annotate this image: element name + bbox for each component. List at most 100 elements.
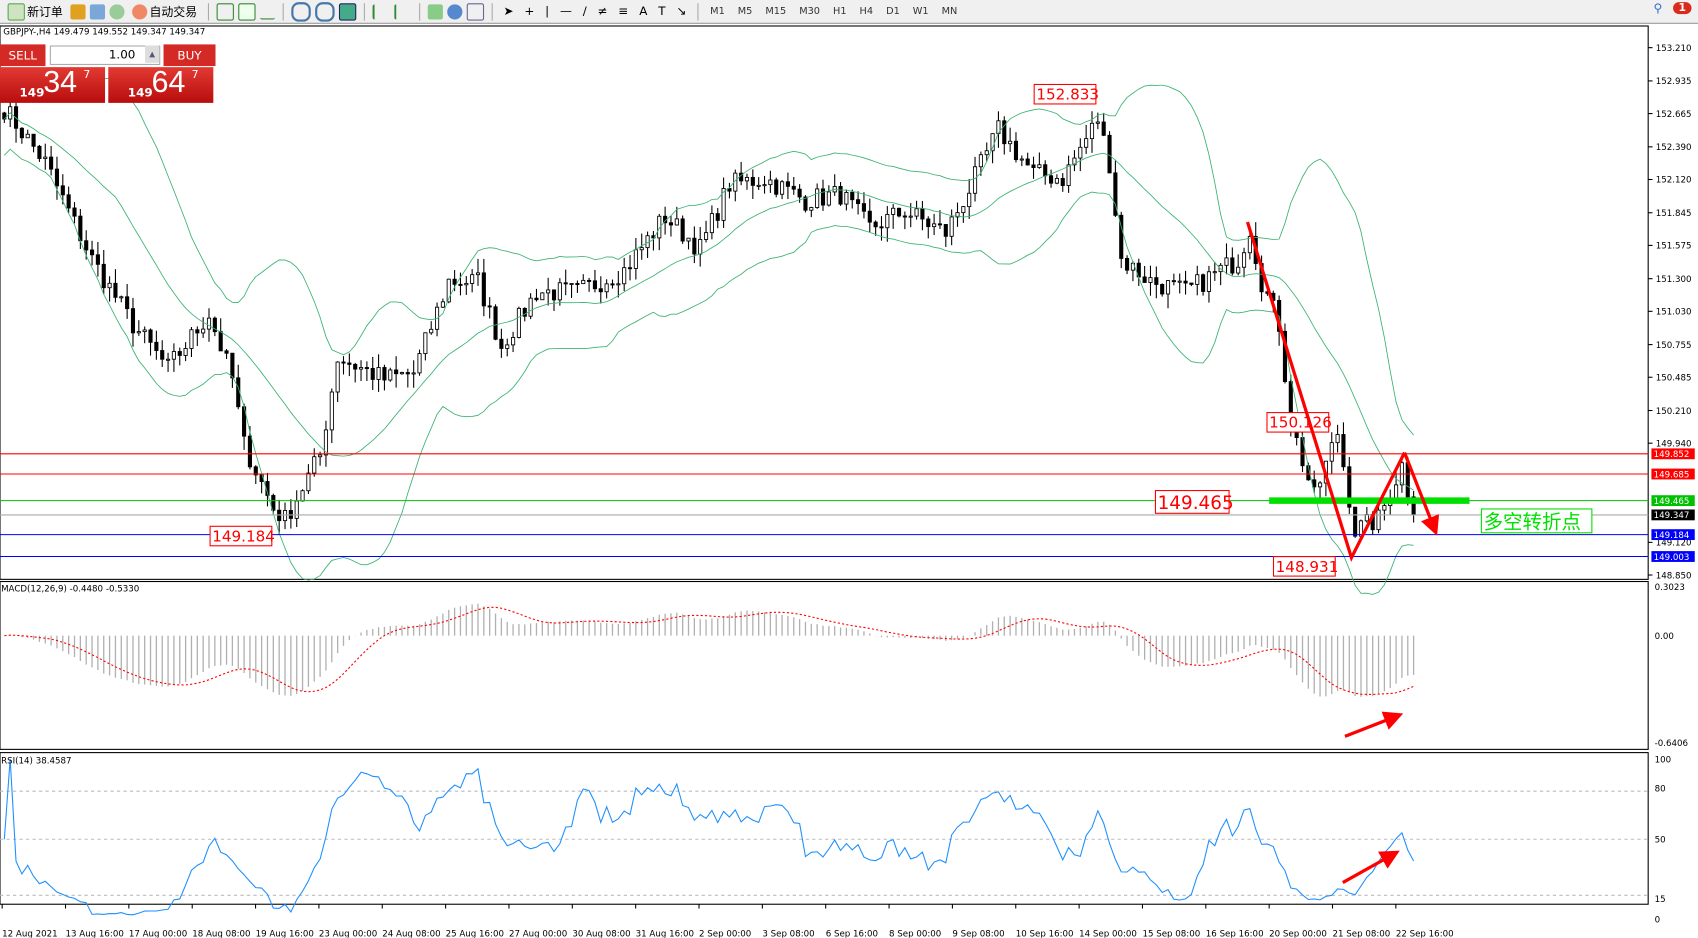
signal-icon[interactable] (109, 3, 125, 19)
candle (212, 316, 217, 337)
zoom-in-icon[interactable] (291, 1, 311, 22)
notification-badge[interactable]: 1 (1673, 2, 1692, 15)
separator (282, 2, 284, 21)
candle (1411, 491, 1416, 523)
vertical-line-icon[interactable]: | (545, 4, 550, 19)
channel-icon[interactable]: ≠ (597, 4, 608, 19)
templates-icon[interactable] (466, 2, 485, 21)
candle-body (183, 348, 188, 356)
candle (1195, 265, 1200, 296)
line-chart-icon[interactable] (259, 3, 276, 20)
top-right-tools: ⚲ 1 (1654, 1, 1692, 15)
candle-body (376, 367, 381, 380)
candle-body (949, 216, 954, 237)
candle-body (610, 283, 615, 286)
candlestick-icon[interactable] (238, 2, 256, 21)
candle (195, 326, 200, 347)
candle-body (271, 495, 276, 511)
candle-body (674, 218, 679, 226)
candle (1236, 254, 1241, 276)
candle (1218, 263, 1223, 286)
indicators-icon[interactable] (427, 3, 443, 19)
buy-price-button[interactable]: 149 64 7 (108, 65, 214, 103)
candle-body (475, 272, 481, 276)
candle (780, 180, 785, 200)
toolbar: 新订单 自动交易 ➤ + | — / ≠ ≡ A T ↘ M1 M5 M15 M… (0, 0, 1698, 24)
sell-price-button[interactable]: 149 34 7 (0, 65, 106, 103)
crosshair-icon[interactable]: + (524, 4, 535, 19)
zoom-out-icon[interactable] (315, 1, 335, 22)
timeframe-m15[interactable]: M15 (765, 5, 787, 17)
candle-body (1247, 235, 1252, 254)
bar-chart-icon[interactable] (216, 2, 234, 21)
candle (1382, 502, 1387, 521)
candle-body (926, 218, 931, 228)
timeframe-w1[interactable]: W1 (912, 5, 929, 17)
candle-body (323, 429, 329, 456)
candle (861, 192, 866, 219)
rsi-axis-label: 15 (1655, 895, 1666, 905)
macd-axis-label: 0.00 (1655, 632, 1674, 642)
timeframe-h4[interactable]: H4 (859, 5, 874, 17)
candle-body (31, 133, 36, 147)
candle (750, 169, 755, 200)
candle-body (195, 329, 200, 334)
candle-body (1125, 257, 1130, 271)
candle (610, 279, 615, 289)
time-tick-label: 2 Sep 00:00 (699, 930, 751, 938)
cursor-icon[interactable]: ➤ (503, 4, 514, 19)
candle (1089, 111, 1095, 153)
fibonacci-icon[interactable]: ≡ (618, 4, 629, 19)
candle (1037, 152, 1042, 169)
lot-size-input[interactable]: 1.00 (49, 45, 161, 65)
separator (419, 2, 421, 21)
candle-body (1171, 280, 1176, 283)
timeframe-m30[interactable]: M30 (799, 5, 821, 17)
candle-body (1241, 252, 1247, 268)
timeframe-m5[interactable]: M5 (737, 5, 753, 17)
timeframe-d1[interactable]: D1 (886, 5, 900, 17)
candle-body (838, 186, 843, 205)
candle (703, 220, 709, 243)
candle (1136, 258, 1141, 287)
text-icon[interactable]: A (639, 4, 648, 19)
arrows-icon[interactable]: ↘ (676, 4, 687, 19)
timeframe-mn[interactable]: MN (941, 5, 958, 17)
trendline-icon[interactable]: / (582, 4, 587, 19)
candle (125, 283, 130, 319)
rsi-arrow (1342, 850, 1400, 884)
candle-body (318, 454, 323, 458)
candle-body (25, 133, 30, 139)
lot-increase-icon[interactable]: ▲ (145, 45, 160, 63)
candle-body (791, 185, 796, 190)
auto-trade-button[interactable]: 自动交易 (129, 3, 200, 20)
time-tick-label: 27 Aug 00:00 (509, 930, 567, 938)
timeframe-h1[interactable]: H1 (833, 5, 847, 17)
tile-windows-icon[interactable] (338, 2, 357, 21)
price-line-label: 149.852 (1654, 450, 1690, 460)
candle (1230, 247, 1235, 276)
auto-scroll-icon[interactable] (372, 3, 390, 19)
new-order-button[interactable]: 新订单 (4, 2, 66, 21)
candle (937, 210, 943, 229)
candle (926, 216, 931, 239)
candle-body (967, 192, 972, 208)
candle (160, 340, 165, 368)
main-panel-frame (0, 25, 1649, 580)
sell-button[interactable]: SELL (0, 44, 46, 67)
candle-body (49, 156, 54, 170)
buy-button[interactable]: BUY (163, 44, 216, 67)
horizontal-line-icon[interactable]: — (560, 4, 572, 19)
text-label-icon[interactable]: T (658, 4, 666, 19)
candle (1101, 112, 1106, 137)
one-click-trading-panel: SELL ▼ 1.00 ▲ BUY 149 34 7 149 64 7 (0, 44, 216, 103)
navigator-icon[interactable] (89, 3, 106, 19)
candle (399, 371, 405, 375)
chart-shift-icon[interactable] (394, 3, 411, 19)
periods-clock-icon[interactable] (447, 3, 463, 19)
timeframe-m1[interactable]: M1 (710, 5, 725, 17)
candle-body (797, 188, 802, 198)
search-icon[interactable]: ⚲ (1653, 1, 1663, 16)
gold-icon[interactable] (70, 3, 86, 19)
